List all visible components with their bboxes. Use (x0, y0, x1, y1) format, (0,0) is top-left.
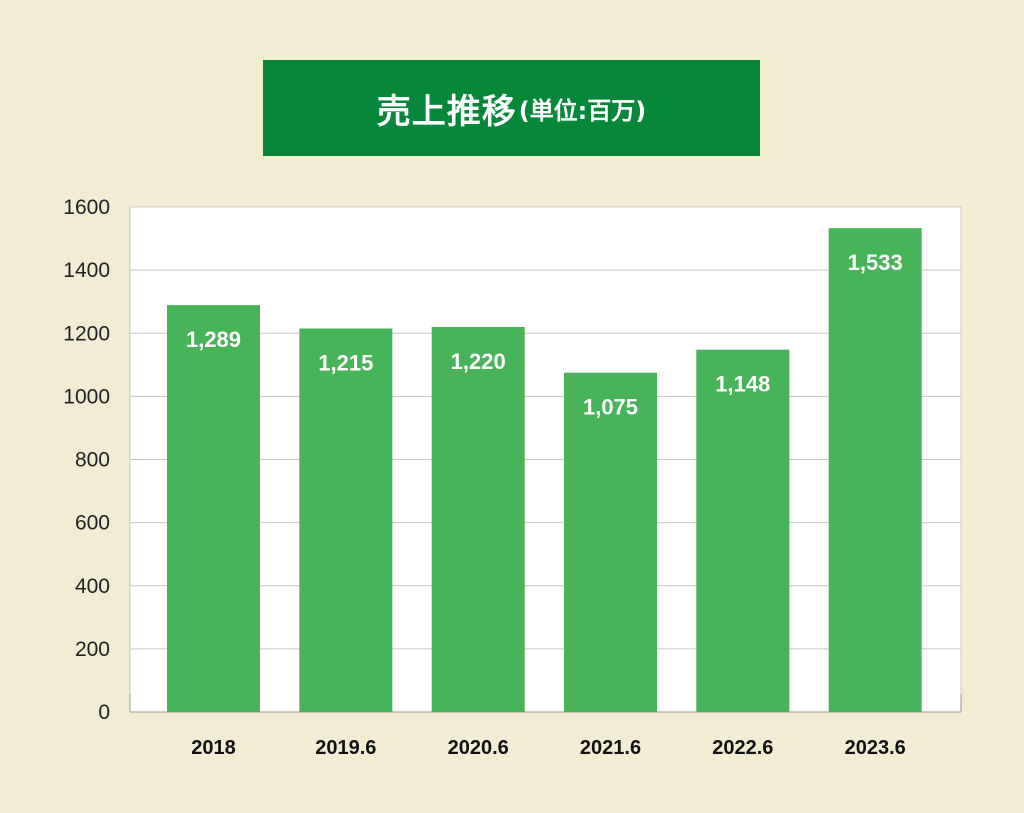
y-tick-label: 1600 (63, 196, 110, 219)
y-tick-label: 200 (75, 638, 110, 661)
x-tick-label: 2022.6 (712, 737, 773, 759)
x-tick-label: 2018 (191, 737, 236, 759)
y-tick-label: 1000 (63, 385, 110, 408)
y-tick-label: 600 (75, 512, 110, 535)
chart-unit-label: (単位:百万) (518, 96, 647, 125)
bar (299, 328, 393, 712)
x-tick-label: 2019.6 (315, 737, 376, 759)
x-tick-label: 2023.6 (845, 737, 906, 759)
data-label: 1,075 (583, 395, 638, 420)
data-label: 1,289 (186, 327, 241, 352)
y-tick-label: 1400 (63, 259, 110, 282)
data-label: 1,220 (451, 349, 506, 374)
y-tick-label: 400 (75, 575, 110, 598)
x-tick-label: 2021.6 (580, 737, 641, 759)
bar (828, 228, 922, 712)
data-label: 1,533 (848, 250, 903, 275)
chart-title-box: 売上推移 (単位:百万) (263, 60, 760, 156)
y-tick-label: 800 (75, 449, 110, 472)
bar (564, 372, 657, 712)
bar (431, 326, 525, 712)
y-tick-label: 0 (98, 701, 110, 724)
x-tick-label: 2020.6 (448, 737, 509, 759)
data-label: 1,215 (318, 351, 373, 376)
y-tick-label: 1200 (63, 322, 110, 345)
chart-title: 売上推移 (376, 91, 517, 132)
data-label: 1,148 (715, 372, 770, 397)
bar (167, 305, 260, 712)
bar (696, 349, 790, 712)
